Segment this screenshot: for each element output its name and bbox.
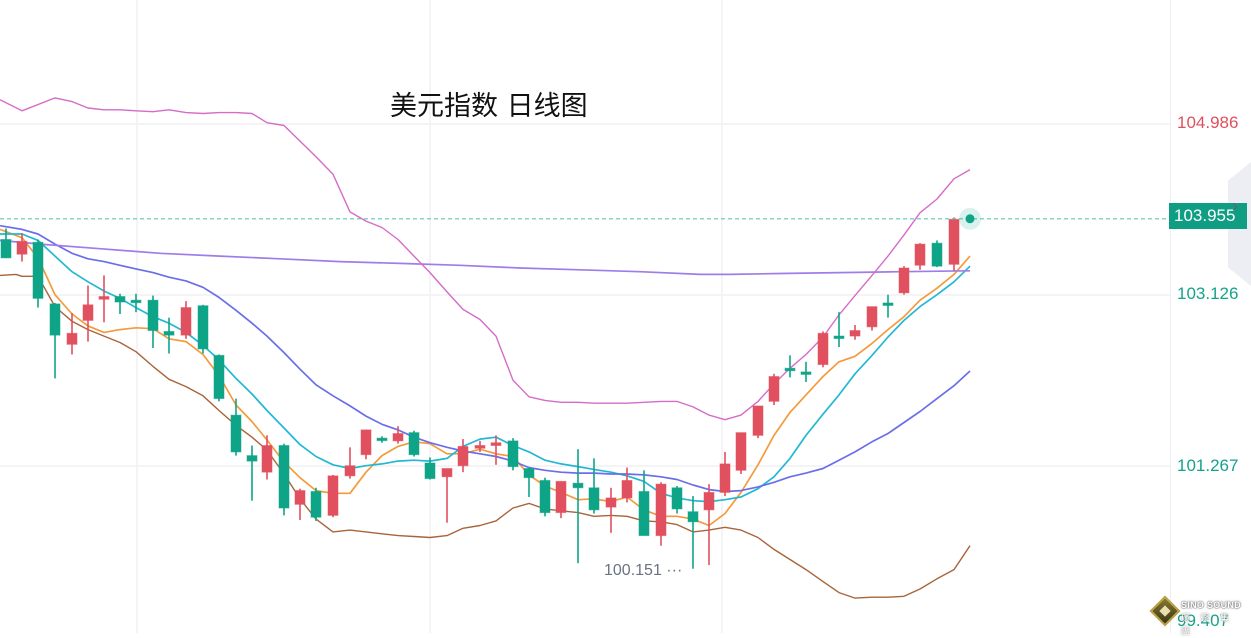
watermark-text-cn: 環 聲 集 團 bbox=[1181, 613, 1234, 636]
price-axis-label: 99.407 bbox=[1177, 611, 1229, 630]
period-low-label: 100.151 ··· bbox=[604, 562, 683, 579]
chart-title: 美元指数 日线图 bbox=[390, 91, 588, 122]
price-axis-label: 104.986 bbox=[1177, 113, 1239, 132]
last-price-tag: 103.955 bbox=[1169, 203, 1247, 229]
chart-plot-area[interactable] bbox=[0, 0, 1170, 633]
candlestick-chart[interactable] bbox=[0, 0, 1170, 633]
watermark-text: SINO SOUND bbox=[1181, 600, 1242, 610]
price-axis-label: 101.267 bbox=[1177, 456, 1239, 475]
price-axis[interactable]: 104.986 103.126 101.267 99.407 bbox=[1170, 0, 1251, 633]
candles bbox=[0, 217, 960, 569]
last-price-overlay bbox=[0, 207, 1170, 230]
price-axis-label: 103.126 bbox=[1177, 284, 1239, 303]
chevron-right-icon[interactable]: › bbox=[1232, 196, 1238, 216]
grid-lines bbox=[0, 0, 1170, 633]
watermark-logo: SINO SOUND 環 聲 集 團 bbox=[1149, 595, 1250, 636]
indicator-lines bbox=[0, 97, 971, 599]
diamond-logo-icon bbox=[1149, 595, 1181, 627]
